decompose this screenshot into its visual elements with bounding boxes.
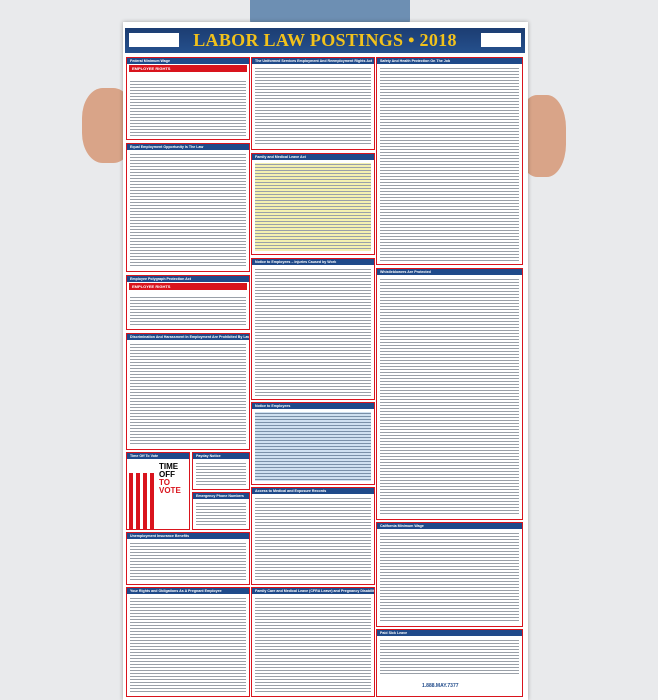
footer-phone: 1.888.MAY.7377: [422, 683, 459, 689]
panel-paid-sick: Paid Sick Leave 1.888.MAY.7377: [376, 629, 523, 697]
panel-unemployment: Unemployment Insurance Benefits: [126, 532, 250, 585]
panel-discrimination: Discrimination And Harassment In Employm…: [126, 333, 250, 450]
panel-eeo: Equal Employment Opportunity Is The Law: [126, 143, 250, 272]
panel-title: Access to Medical and Exposure Records: [252, 488, 374, 494]
panel-title: Safety And Health Protection On The Job: [377, 58, 522, 64]
panel-title: Employee Polygraph Protection Act: [127, 276, 249, 282]
ballot-box-icon: [129, 473, 155, 529]
publisher-logo: [481, 33, 521, 47]
panel-cfra: Family Care and Medical Leave (CFRA Leav…: [251, 587, 375, 697]
panel-polygraph: Employee Polygraph Protection Act EMPLOY…: [126, 275, 250, 330]
panel-notice: Notice to Employees: [251, 402, 375, 485]
panel-title: Federal Minimum Wage: [127, 58, 249, 64]
vote-heading: TIME OFF: [159, 462, 179, 479]
panel-title: Emergency Phone Numbers: [193, 493, 249, 499]
panel-title: Family and Medical Leave Act: [252, 154, 374, 160]
poster-header: LABOR LAW POSTINGS • 2018: [125, 28, 525, 53]
labor-law-poster: LABOR LAW POSTINGS • 2018 Federal Minimu…: [123, 22, 528, 700]
panel-title: Notice to Employees: [252, 403, 374, 409]
banner: EMPLOYEE RIGHTS: [129, 65, 247, 72]
panel-title: Payday Notice: [193, 453, 249, 459]
panel-payday: Payday Notice: [192, 452, 250, 490]
panel-title: Unemployment Insurance Benefits: [127, 533, 249, 539]
panel-vote: Time Off To Vote TIME OFF TO VOTE: [126, 452, 190, 530]
panel-title: Paid Sick Leave: [377, 630, 522, 636]
qr-code-icon: [129, 33, 179, 47]
panel-whistleblowers: Whistleblowers Are Protected: [376, 268, 523, 520]
panel-fmla: Family and Medical Leave Act: [251, 153, 375, 255]
vote-heading: TO VOTE: [159, 478, 181, 495]
panel-title: The Uniformed Services Employment And Re…: [252, 58, 374, 64]
panel-title: Notice to Employees – Injuries Caused by…: [252, 259, 374, 265]
panel-title: Your Rights and Obligations As A Pregnan…: [127, 588, 249, 594]
panel-title: Family Care and Medical Leave (CFRA Leav…: [252, 588, 374, 594]
panel-title: Whistleblowers Are Protected: [377, 269, 522, 275]
panel-injuries: Notice to Employees – Injuries Caused by…: [251, 258, 375, 400]
panel-title: Equal Employment Opportunity Is The Law: [127, 144, 249, 150]
panel-ca-min-wage: California Minimum Wage: [376, 522, 523, 627]
panel-title: Time Off To Vote: [127, 453, 189, 459]
panel-safety: Safety And Health Protection On The Job: [376, 57, 523, 265]
banner: EMPLOYEE RIGHTS: [129, 283, 247, 290]
panel-userra: The Uniformed Services Employment And Re…: [251, 57, 375, 150]
panel-title: Discrimination And Harassment In Employm…: [127, 334, 249, 340]
panel-emergency: Emergency Phone Numbers: [192, 492, 250, 530]
panel-medical-records: Access to Medical and Exposure Records: [251, 487, 375, 585]
panel-federal-min-wage: Federal Minimum Wage EMPLOYEE RIGHTS: [126, 57, 250, 140]
panel-pregnant: Your Rights and Obligations As A Pregnan…: [126, 587, 250, 697]
panel-title: California Minimum Wage: [377, 523, 522, 529]
poster-title: LABOR LAW POSTINGS • 2018: [193, 30, 457, 50]
